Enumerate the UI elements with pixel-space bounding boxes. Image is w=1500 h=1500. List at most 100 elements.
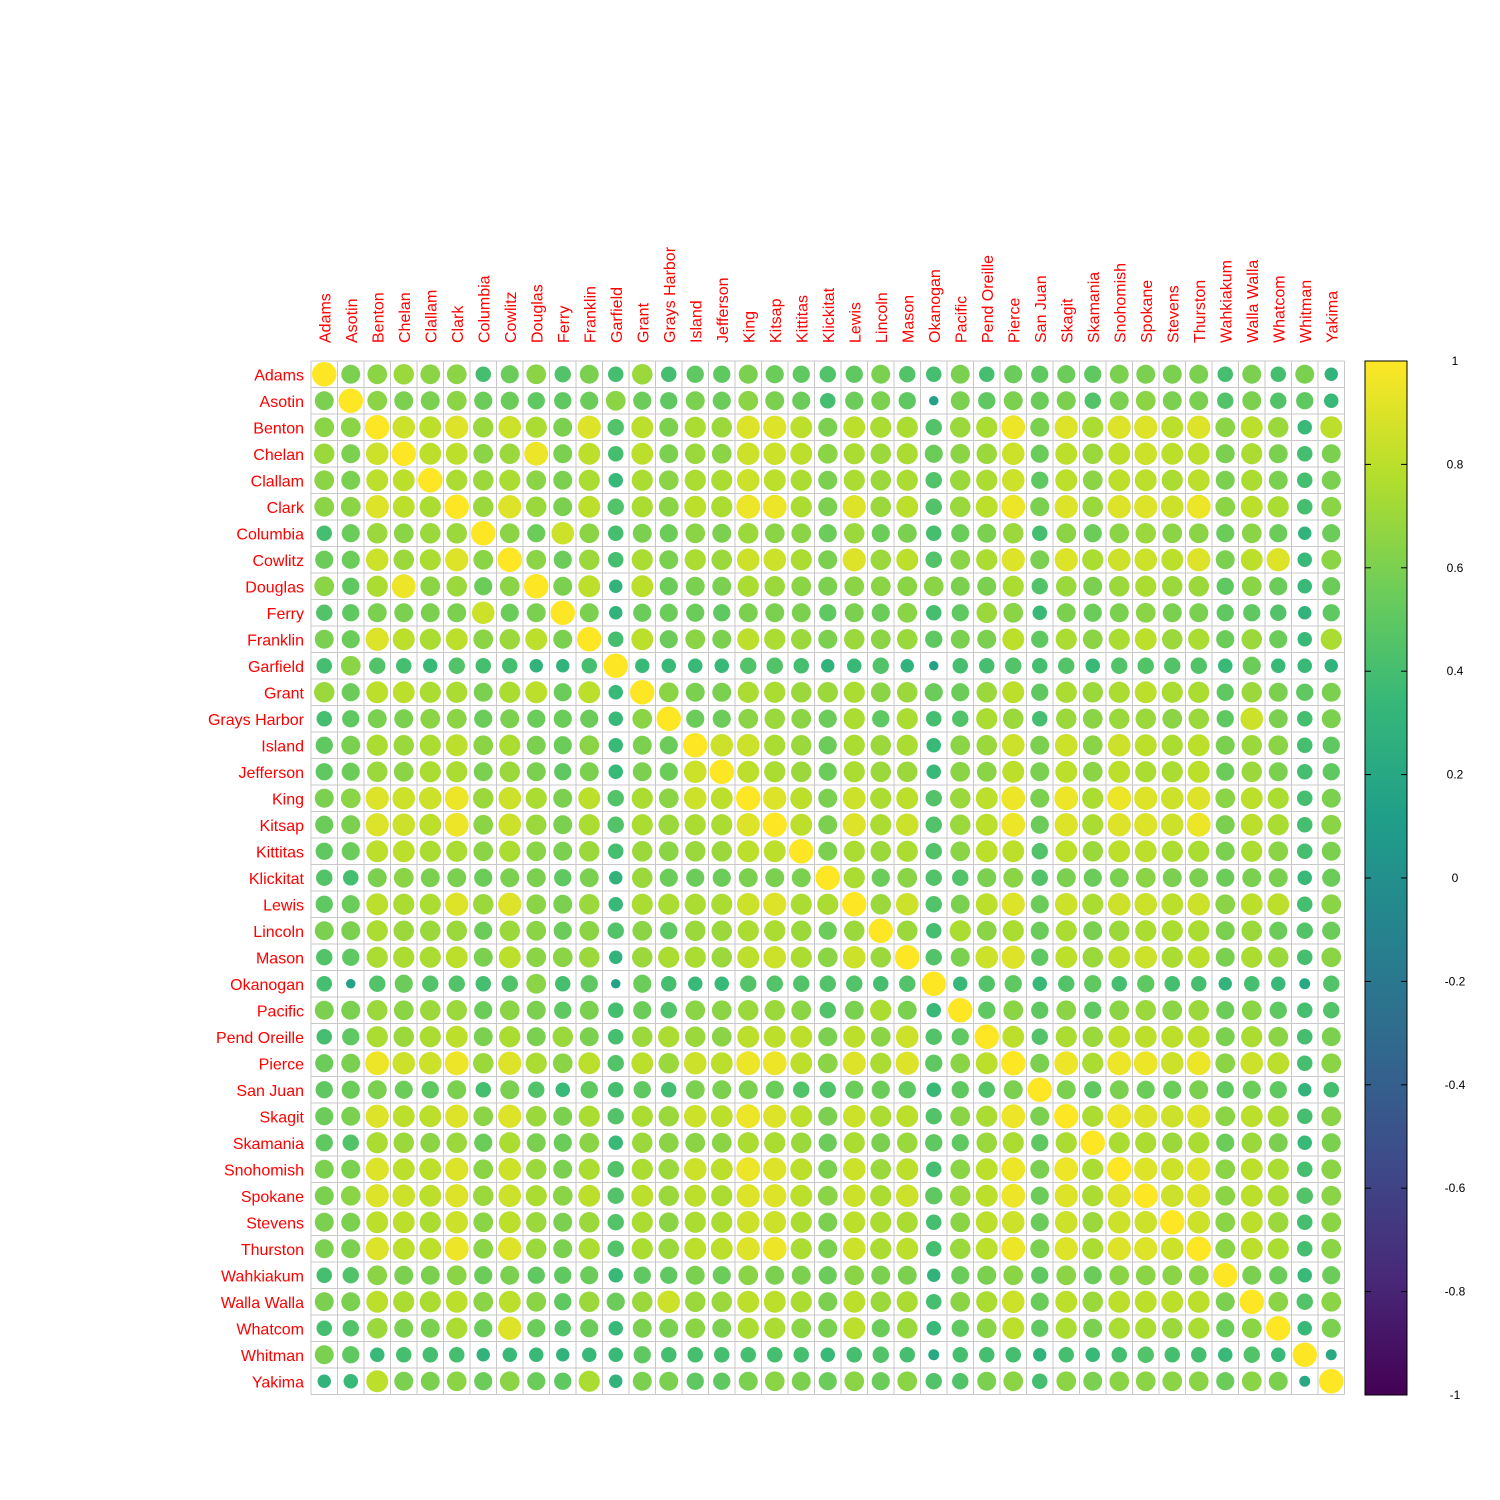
corr-cell [1189, 603, 1209, 623]
corr-cell [474, 1319, 493, 1338]
corr-cell [578, 1370, 600, 1392]
corr-cell [394, 1265, 414, 1285]
corr-cell [1268, 1371, 1288, 1391]
corr-cell [763, 892, 787, 916]
corr-cell [685, 1318, 706, 1339]
corr-cell [1107, 1051, 1132, 1076]
corr-cell [1216, 1081, 1234, 1099]
corr-cell [553, 921, 572, 940]
corr-cell [365, 1104, 389, 1128]
corr-cell [393, 1291, 415, 1313]
corr-cell [925, 896, 942, 913]
corr-cell [740, 975, 757, 992]
corr-cell [845, 1080, 864, 1099]
corr-cell [1107, 415, 1131, 439]
corr-cell [611, 979, 621, 989]
corr-cell [1108, 840, 1131, 863]
corr-cell [341, 1106, 361, 1126]
corr-cell [316, 1029, 332, 1045]
corr-cell [791, 708, 812, 729]
corr-cell [1320, 416, 1343, 439]
row-label: Yakima [252, 1374, 304, 1391]
corr-cell [1162, 576, 1183, 597]
corr-cell [578, 495, 601, 518]
corr-cell [897, 1132, 918, 1153]
corr-cell [633, 391, 652, 410]
corr-cell [1031, 1319, 1049, 1337]
corr-cell [500, 709, 520, 729]
corr-cell [1269, 524, 1288, 543]
corr-cell [393, 893, 415, 915]
column-label: Thurston [1192, 280, 1209, 343]
corr-cell [527, 1319, 546, 1338]
corr-cell [1002, 1025, 1025, 1048]
corr-cell [341, 921, 361, 941]
corr-cell [1240, 416, 1263, 439]
corr-cell [608, 366, 624, 382]
corr-cell [870, 761, 891, 782]
corr-cell [343, 870, 359, 886]
corr-cell [498, 495, 522, 519]
corr-cell [446, 681, 468, 703]
corr-cell [685, 1026, 706, 1047]
corr-cell [793, 975, 810, 992]
corr-cell [685, 1080, 705, 1100]
corr-cell [1186, 812, 1211, 837]
corr-cell [658, 1238, 679, 1259]
corr-cell [683, 733, 708, 758]
corr-cell [843, 1290, 866, 1313]
corr-cell [976, 920, 997, 941]
corr-cell [659, 524, 678, 543]
corr-cell [578, 469, 600, 491]
corr-cell [473, 1053, 494, 1074]
corr-cell [474, 709, 493, 728]
corr-cell [526, 1238, 547, 1259]
corr-cell [631, 787, 653, 809]
corr-cell [1054, 1104, 1079, 1129]
corr-cell [499, 1371, 520, 1392]
corr-cell [1217, 392, 1234, 409]
corr-cell [951, 604, 969, 622]
corr-cell [366, 946, 388, 968]
corr-cell [633, 974, 652, 993]
corr-cell [1215, 1238, 1236, 1259]
corr-cell [1030, 497, 1050, 517]
corr-cell [342, 577, 360, 595]
corr-cell [314, 1345, 334, 1365]
corr-cell [1031, 1028, 1048, 1045]
corr-cell [711, 549, 732, 570]
corr-cell [1324, 367, 1338, 381]
row-label: Jefferson [238, 765, 304, 782]
corr-cell [712, 1080, 732, 1100]
corr-cell [1322, 604, 1340, 622]
corr-cell [607, 1055, 624, 1072]
corr-cell [555, 1082, 570, 1097]
corr-cell [525, 416, 547, 438]
corr-cell [1216, 1319, 1235, 1338]
corr-cell [1109, 1371, 1130, 1392]
corr-cell [896, 1105, 919, 1128]
corr-cell [1218, 1347, 1233, 1362]
corr-cell [1082, 1212, 1103, 1233]
corr-cell [554, 1266, 572, 1284]
corr-cell [1298, 1083, 1312, 1097]
corr-cell [871, 1265, 891, 1285]
corr-cell [1321, 1159, 1342, 1180]
corr-cell [1001, 1183, 1026, 1208]
corr-cell [1135, 523, 1156, 544]
colorbar-tick-label: -0.8 [1445, 1285, 1466, 1299]
corr-cell [1083, 576, 1103, 596]
corr-cell [763, 945, 787, 969]
corr-cell [1321, 709, 1341, 729]
corr-cell [1187, 469, 1210, 492]
corr-cell [1005, 1347, 1021, 1363]
corr-cell [842, 892, 867, 917]
corr-cell [978, 975, 995, 992]
corr-cell [821, 659, 835, 673]
corr-cell [343, 1374, 358, 1389]
corr-cell [314, 443, 335, 464]
corr-cell [1297, 658, 1312, 673]
corr-cell [1001, 1210, 1025, 1234]
column-label: Whitman [1298, 280, 1315, 343]
column-label: Grays Harbor [662, 246, 679, 343]
